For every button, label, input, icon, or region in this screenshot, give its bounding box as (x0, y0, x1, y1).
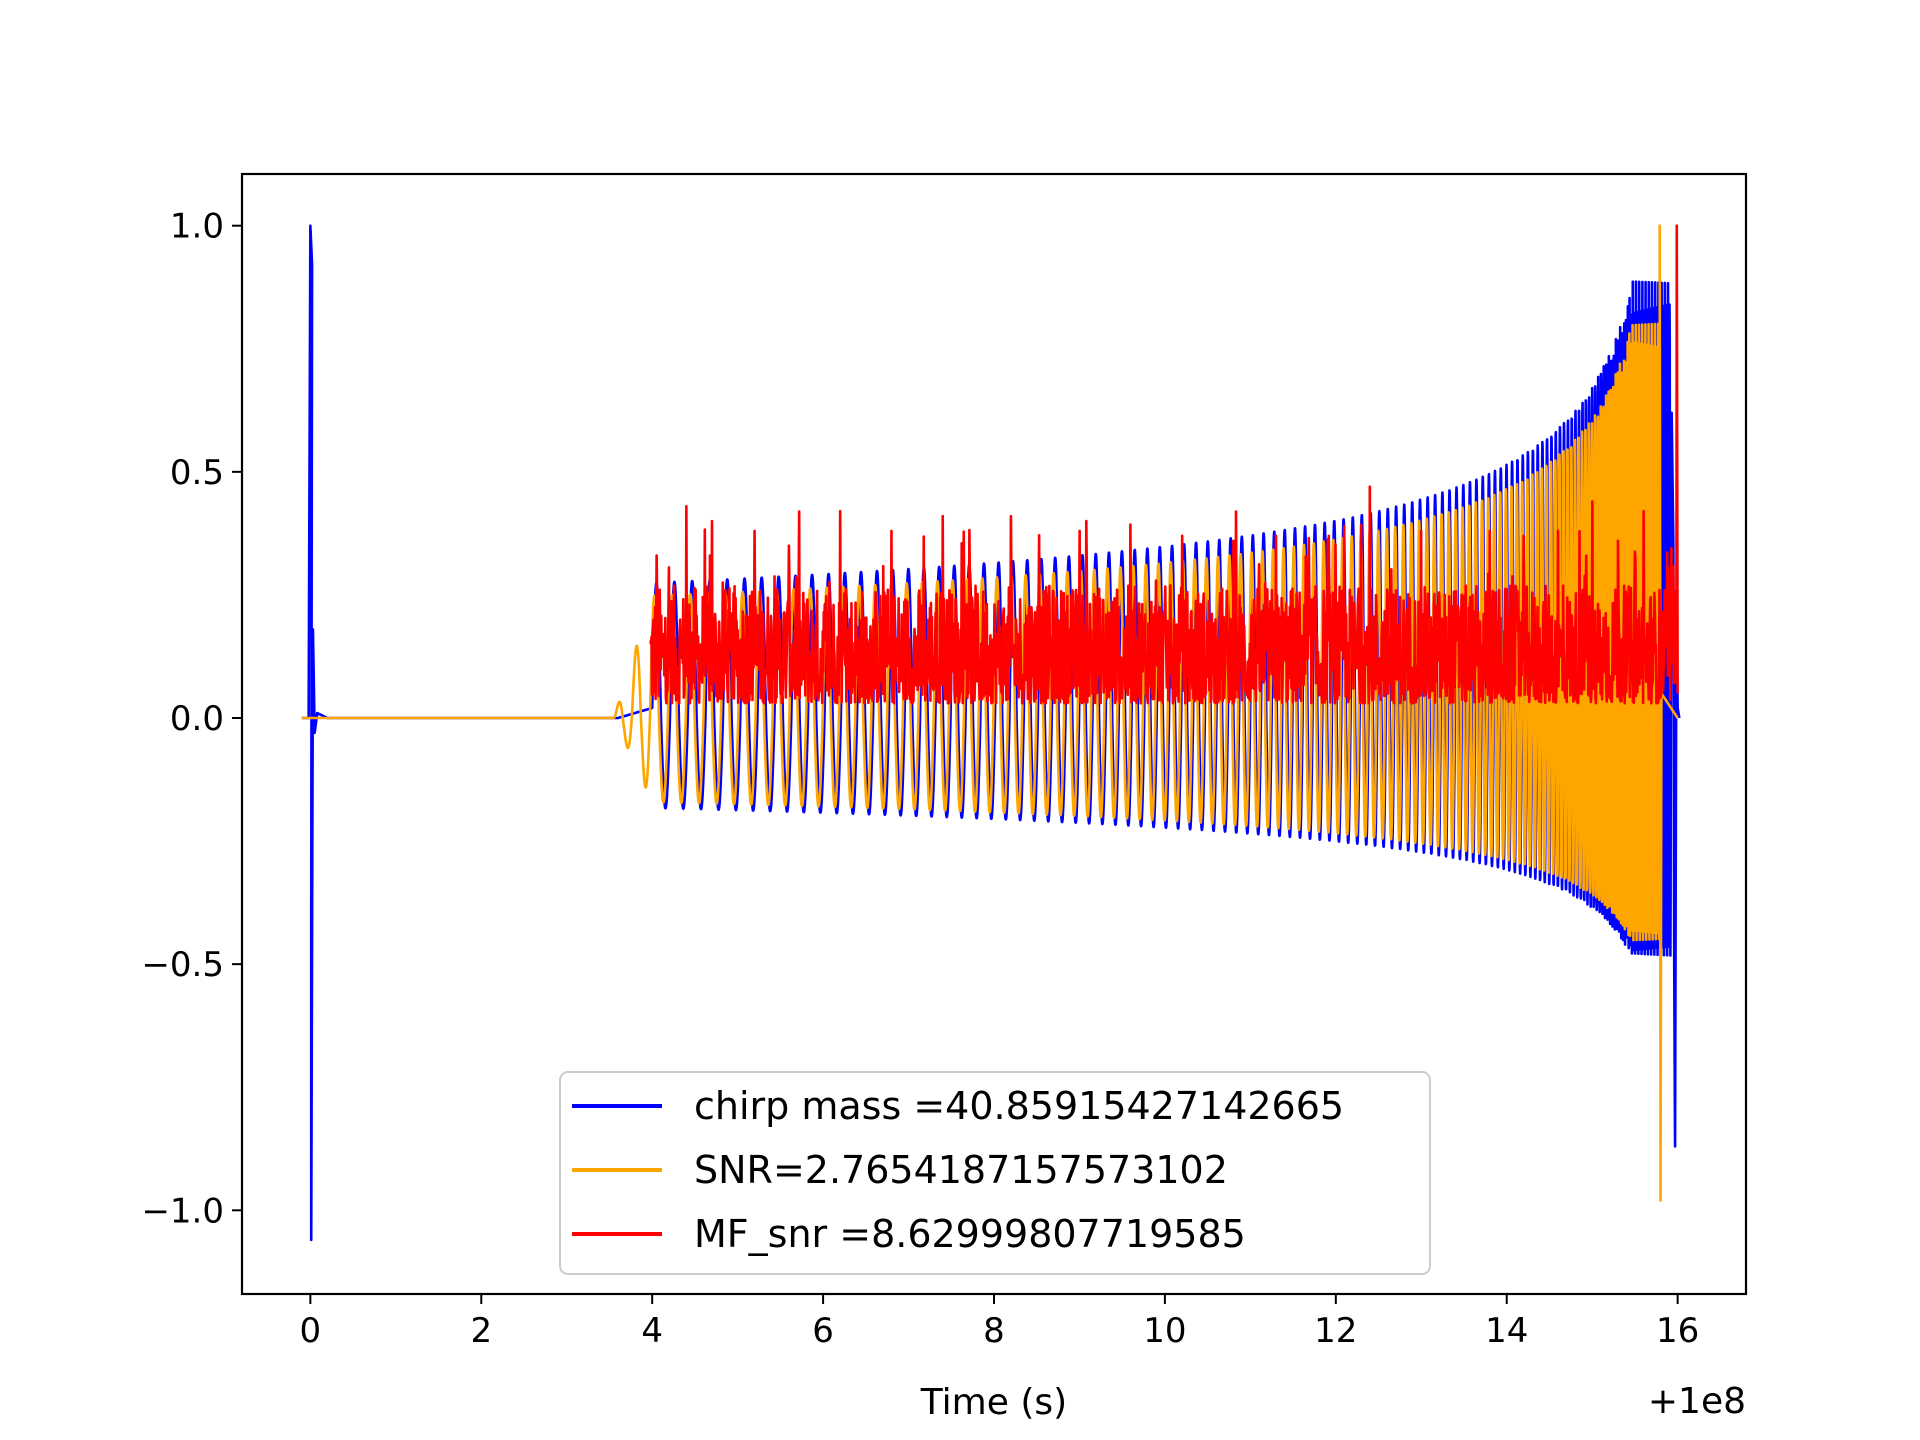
x-axis: 0 2 4 6 8 10 12 14 16 (300, 1294, 1699, 1351)
x-offset-label: +1e8 (1648, 1381, 1746, 1422)
x-tick-label-3: 6 (812, 1311, 834, 1351)
y-axis: −1.0 −0.5 0.0 0.5 1.0 (141, 207, 242, 1231)
y-tick-label-1: −0.5 (141, 945, 224, 985)
y-tick-label-4: 1.0 (170, 207, 224, 247)
x-tick-label-5: 10 (1143, 1311, 1186, 1351)
legend-label-0: chirp mass =40.85915427142665 (694, 1084, 1344, 1128)
x-axis-label: Time (s) (920, 1382, 1067, 1423)
x-tick-label-4: 8 (983, 1311, 1005, 1351)
x-tick-label-0: 0 (300, 1311, 322, 1351)
series-snr-line (301, 224, 1679, 1202)
y-tick-label-2: 0.0 (170, 699, 224, 739)
y-tick-label-3: 0.5 (170, 453, 224, 493)
x-tick-label-1: 2 (470, 1311, 492, 1351)
x-tick-label-6: 12 (1314, 1311, 1357, 1351)
y-tick-label-0: −1.0 (141, 1191, 224, 1231)
legend-label-2: MF_snr =8.62999807719585 (694, 1212, 1246, 1256)
legend-label-1: SNR=2.7654187157573102 (694, 1148, 1228, 1192)
x-tick-label-2: 4 (641, 1311, 663, 1351)
x-tick-label-8: 16 (1656, 1311, 1699, 1351)
series-mf-snr-line (649, 224, 1679, 705)
legend: chirp mass =40.85915427142665 SNR=2.76541… (559, 1071, 1431, 1275)
plot-area (301, 224, 1681, 1242)
x-tick-label-7: 14 (1485, 1311, 1528, 1351)
legend-box (559, 1071, 1431, 1275)
